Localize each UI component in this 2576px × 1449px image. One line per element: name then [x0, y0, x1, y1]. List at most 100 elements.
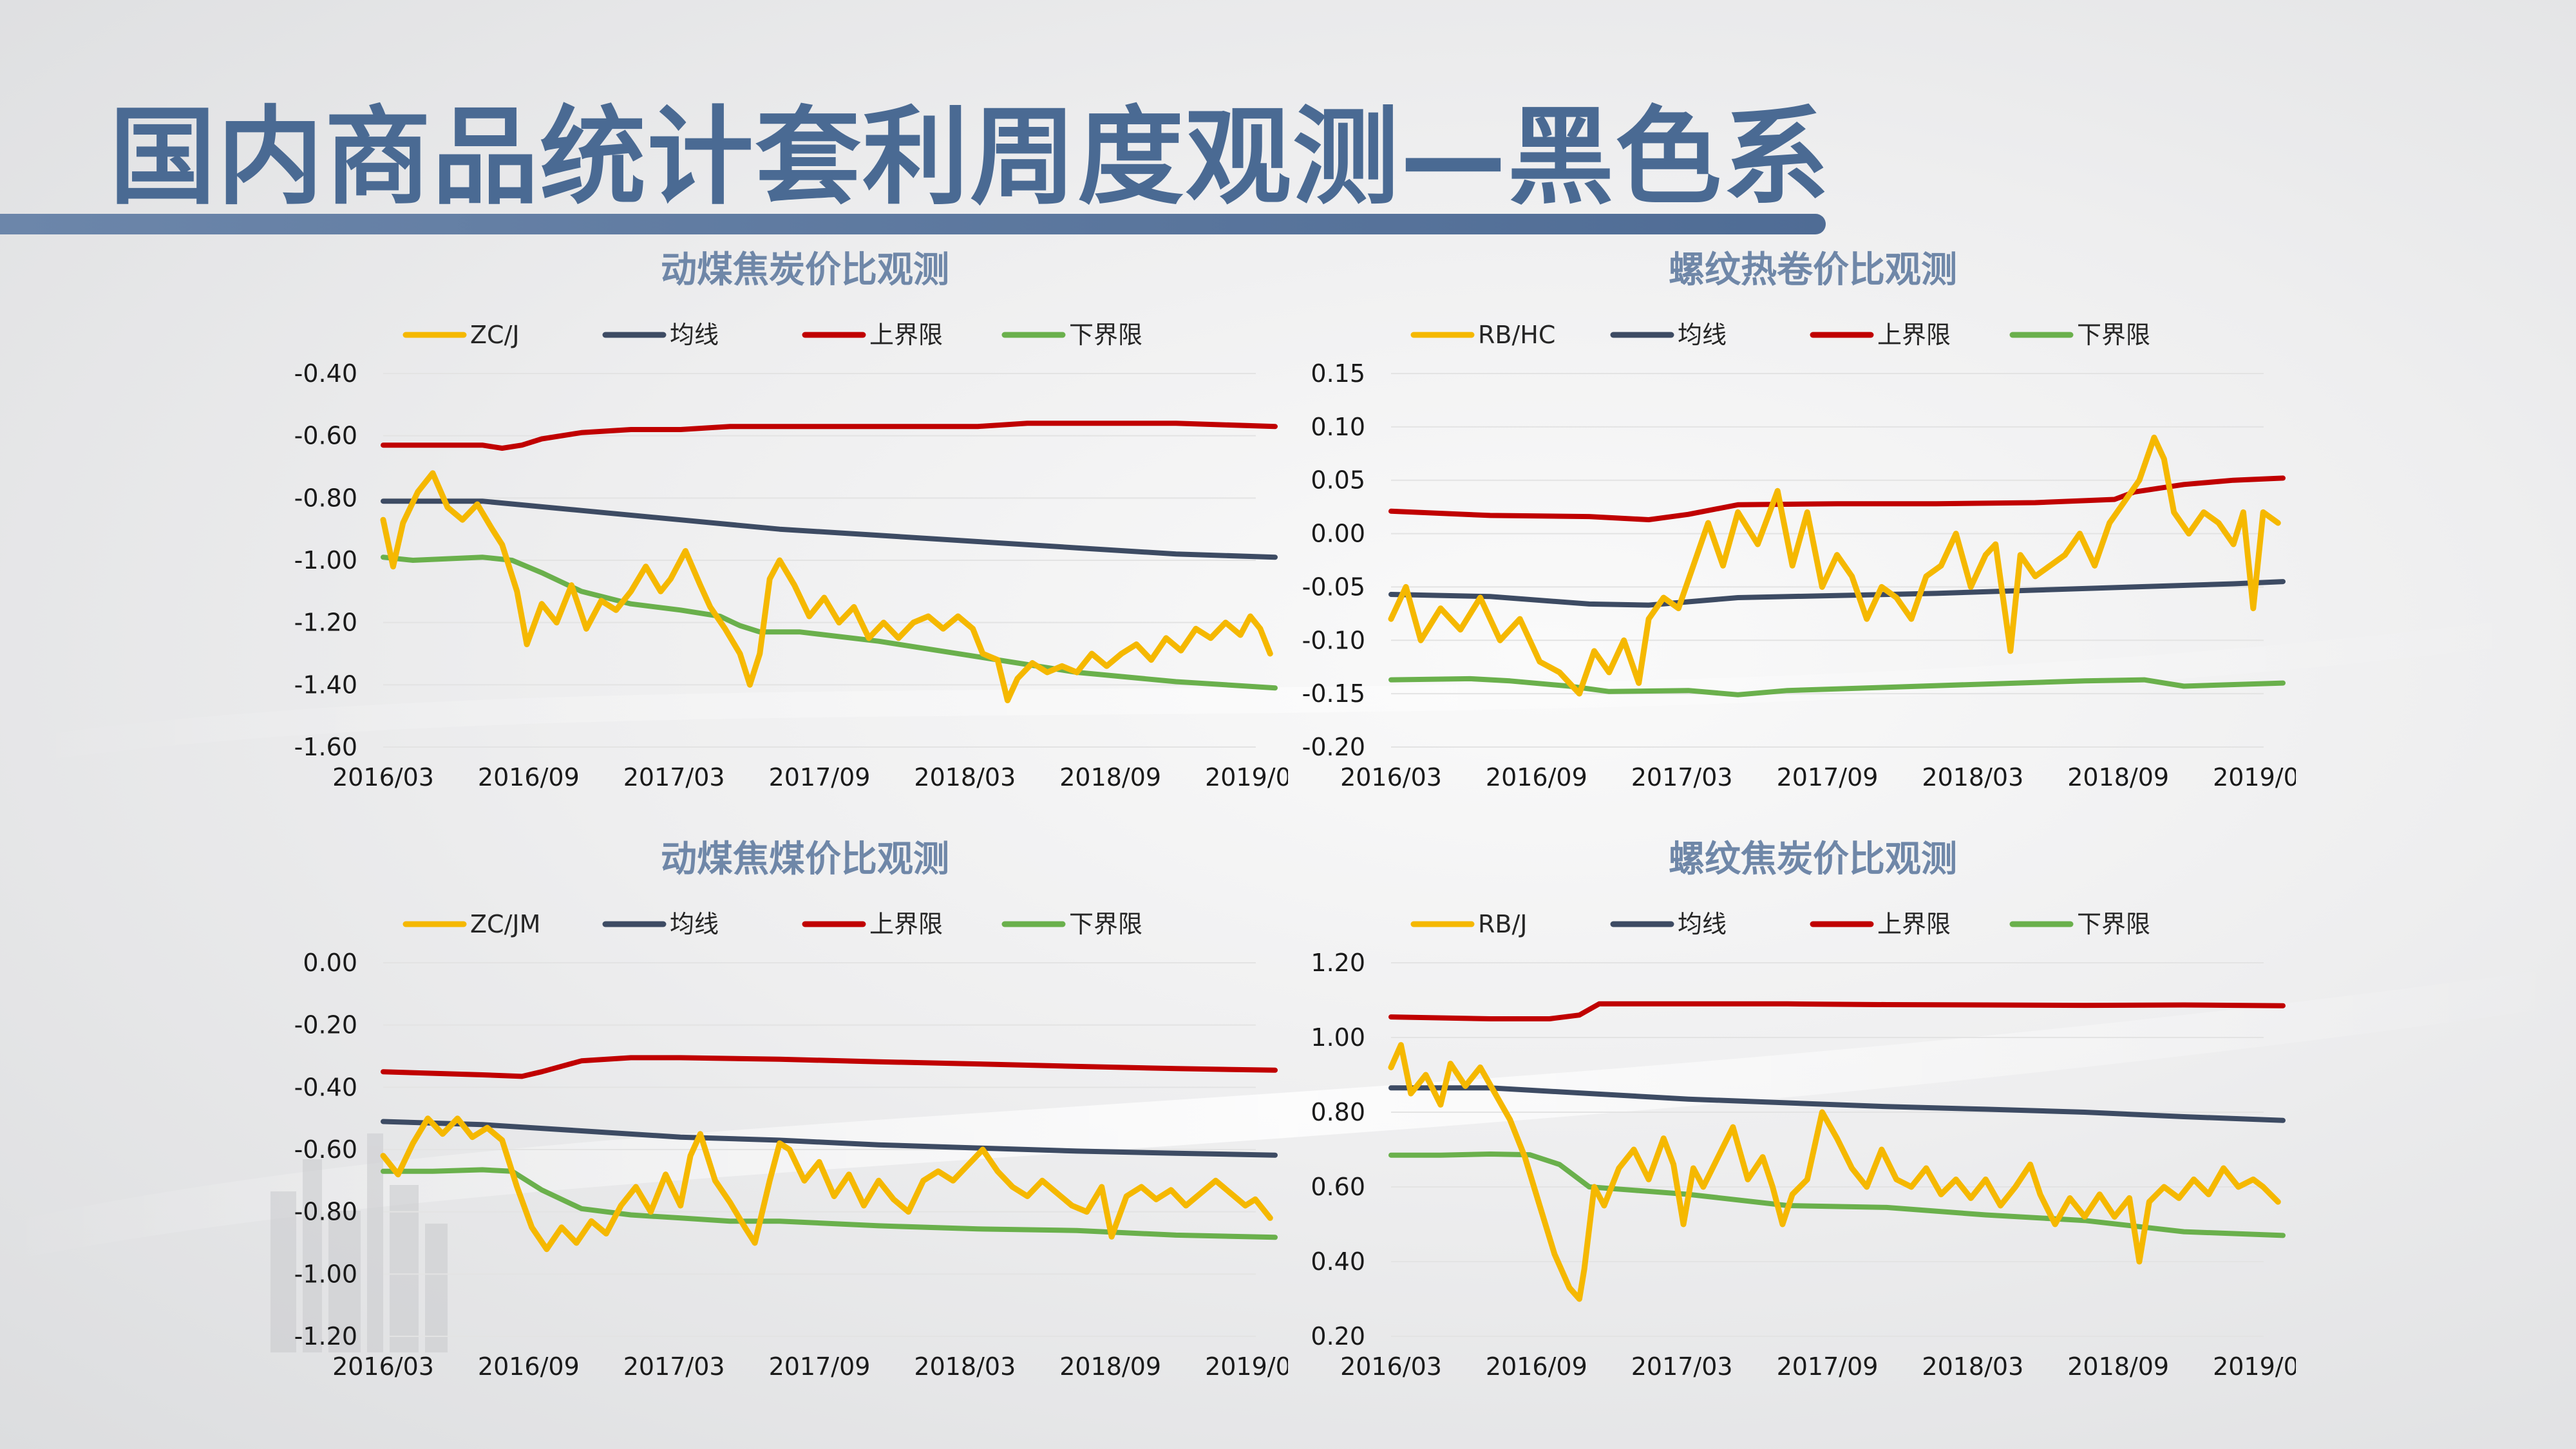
y-tick-label: 1.00 — [1311, 1023, 1365, 1052]
series-line-zc-jm — [380, 1115, 1273, 1253]
x-tick-label: 2017/03 — [1631, 1352, 1733, 1381]
y-tick-label: -0.15 — [1302, 679, 1365, 708]
x-tick-label: 2017/09 — [1777, 1352, 1879, 1381]
x-tick-label: 2016/03 — [1340, 1352, 1442, 1381]
x-tick-label: 2018/03 — [914, 763, 1016, 791]
y-tick-label: -0.40 — [294, 359, 357, 388]
legend-label: RB/HC — [1478, 321, 1555, 349]
y-tick-label: -0.20 — [1302, 733, 1365, 761]
chart-rb-hc: 螺纹热卷价比观测 RB/HC 均线 上界限 下界限 0.15 0.10 0.05 0.00 -0.… — [1302, 249, 2296, 791]
y-tick-label: -0.10 — [1302, 626, 1365, 654]
y-tick-label: -0.80 — [294, 484, 357, 512]
y-tick-label: 0.40 — [1311, 1247, 1365, 1276]
series-line-rb-j — [1388, 1042, 2281, 1302]
y-tick-label: -0.40 — [294, 1073, 357, 1101]
y-tick-label: -1.20 — [294, 1322, 357, 1350]
legend-label: 上界限 — [869, 910, 943, 938]
x-tick-label: 2018/03 — [1922, 763, 2023, 791]
chart-rb-j: 螺纹焦炭价比观测 RB/J 均线 上界限 下界限 1.20 1.00 0.80 0.60 0.40… — [1311, 838, 2296, 1381]
chart-title: 螺纹热卷价比观测 — [1669, 249, 1957, 291]
chart-title: 螺纹焦炭价比观测 — [1669, 838, 1957, 880]
y-tick-label: -0.80 — [294, 1198, 357, 1226]
series-line-rb-hc — [1388, 434, 2281, 697]
x-tick-label: 2018/09 — [1059, 763, 1161, 791]
y-tick-label: -1.20 — [294, 609, 357, 637]
header: 国内商品统计套利周度观测—黑色系 — [0, 0, 2576, 234]
x-tick-label: 2018/03 — [1922, 1352, 2023, 1381]
x-tick-label: 2016/03 — [332, 763, 434, 791]
page-title: 国内商品统计套利周度观测—黑色系 — [109, 95, 1830, 219]
legend-label: 均线 — [670, 321, 719, 349]
series-line-- — [381, 554, 1278, 691]
y-tick-label: 0.60 — [1311, 1173, 1365, 1201]
x-tick-label: 2017/09 — [1777, 763, 1879, 791]
legend-label: 下界限 — [2077, 910, 2150, 938]
x-tick-label: 2016/03 — [1340, 763, 1442, 791]
y-tick-label: -0.60 — [294, 1135, 357, 1164]
y-tick-label: -1.40 — [294, 670, 357, 699]
x-tick-label: 2016/09 — [478, 763, 580, 791]
y-tick-label: 0.00 — [303, 949, 357, 977]
legend-label: ZC/JM — [470, 910, 540, 938]
series-line-- — [381, 421, 1278, 451]
x-tick-label: 2019/03 — [1205, 763, 1288, 791]
x-tick-label: 2018/09 — [1059, 1352, 1161, 1381]
chart-title: 动煤焦煤价比观测 — [661, 838, 949, 880]
legend-label: 上界限 — [1877, 321, 1951, 349]
y-tick-label: -0.20 — [294, 1011, 357, 1039]
x-tick-label: 2019/03 — [2213, 1352, 2296, 1381]
x-tick-label: 2019/03 — [2213, 763, 2296, 791]
legend-label: 均线 — [1678, 910, 1727, 938]
x-tick-label: 2017/03 — [623, 1352, 725, 1381]
series-line-zc-j — [380, 470, 1273, 703]
title-underline — [0, 214, 1826, 234]
chart-zc-jm: 动煤焦煤价比观测 ZC/JM 均线 上界限 下界限 0.00 -0.20 -0.40 -0.60… — [294, 838, 1288, 1381]
legend-label: RB/J — [1478, 910, 1527, 938]
y-tick-label: 1.20 — [1311, 949, 1365, 977]
x-tick-label: 2019/03 — [1205, 1352, 1288, 1381]
series-line-- — [381, 1119, 1278, 1158]
y-tick-label: 0.05 — [1311, 466, 1365, 495]
y-tick-label: -0.60 — [294, 422, 357, 450]
legend-label: 上界限 — [1877, 910, 1951, 938]
x-tick-label: 2018/09 — [2067, 763, 2169, 791]
y-tick-label: -0.05 — [1302, 573, 1365, 601]
y-tick-label: -1.60 — [294, 733, 357, 761]
x-tick-label: 2016/09 — [1486, 1352, 1587, 1381]
y-tick-label: 0.10 — [1311, 413, 1365, 441]
legend-label: 均线 — [1678, 321, 1727, 349]
y-tick-label: -1.00 — [294, 1260, 357, 1288]
series-line-- — [1388, 1151, 2286, 1238]
x-tick-label: 2018/03 — [914, 1352, 1016, 1381]
legend-label: 下界限 — [1069, 321, 1142, 349]
y-tick-label: -1.00 — [294, 546, 357, 574]
series-line-- — [1388, 1001, 2286, 1021]
legend-label: 下界限 — [1069, 910, 1142, 938]
series-line-- — [381, 498, 1278, 560]
x-tick-label: 2017/09 — [769, 1352, 871, 1381]
series-line-- — [1388, 676, 2286, 697]
x-tick-label: 2016/03 — [332, 1352, 434, 1381]
series-line-- — [381, 1167, 1278, 1240]
series-line-- — [1388, 1085, 2286, 1123]
chart-zc-j: 动煤焦炭价比观测 ZC/J 均线 上界限 下界限 -0.40 -0.60 -0.80 -1.00… — [294, 249, 1288, 791]
series-line-- — [1388, 475, 2286, 522]
y-tick-label: 0.15 — [1311, 359, 1365, 388]
x-tick-label: 2017/03 — [1631, 763, 1733, 791]
legend-label: 均线 — [670, 910, 719, 938]
legend-label: 下界限 — [2077, 321, 2150, 349]
x-tick-label: 2017/03 — [623, 763, 725, 791]
series-line-- — [1388, 579, 2286, 608]
chart-title: 动煤焦炭价比观测 — [661, 249, 949, 291]
legend-label: 上界限 — [869, 321, 943, 349]
x-tick-label: 2017/09 — [769, 763, 871, 791]
x-tick-label: 2016/09 — [478, 1352, 580, 1381]
y-tick-label: 0.00 — [1311, 520, 1365, 548]
y-tick-label: 0.80 — [1311, 1098, 1365, 1126]
x-tick-label: 2018/09 — [2067, 1352, 2169, 1381]
legend-label: ZC/J — [470, 321, 520, 349]
series-line-- — [381, 1055, 1278, 1079]
y-tick-label: 0.20 — [1311, 1322, 1365, 1350]
x-tick-label: 2016/09 — [1486, 763, 1587, 791]
